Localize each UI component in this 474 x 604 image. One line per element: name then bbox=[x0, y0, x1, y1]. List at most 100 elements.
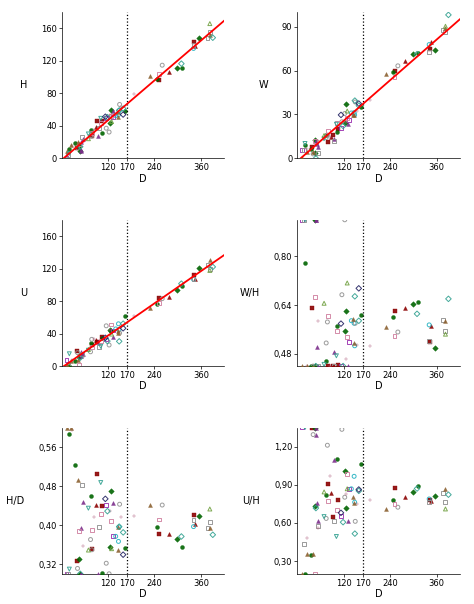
Point bbox=[320, 298, 328, 308]
Point bbox=[179, 542, 186, 551]
Point bbox=[382, 323, 390, 332]
Point bbox=[351, 497, 358, 507]
Point bbox=[307, 361, 315, 371]
Point bbox=[307, 144, 315, 154]
Point bbox=[106, 325, 114, 335]
Point bbox=[315, 316, 322, 326]
Point bbox=[109, 532, 117, 541]
Point bbox=[85, 134, 92, 144]
Point bbox=[115, 336, 123, 346]
Point bbox=[76, 147, 83, 156]
Point bbox=[442, 504, 449, 514]
Point bbox=[312, 503, 319, 513]
Point bbox=[74, 143, 82, 153]
Point bbox=[310, 361, 317, 371]
Point bbox=[350, 318, 358, 328]
Point bbox=[344, 106, 351, 116]
Point bbox=[92, 501, 100, 510]
Y-axis label: W/H: W/H bbox=[240, 288, 260, 298]
Point bbox=[343, 332, 350, 342]
Point bbox=[106, 506, 114, 516]
Point bbox=[119, 110, 127, 120]
Point bbox=[206, 31, 214, 40]
Point bbox=[114, 522, 122, 532]
Point bbox=[339, 361, 347, 371]
Point bbox=[115, 106, 123, 115]
Point bbox=[409, 299, 417, 309]
Point bbox=[391, 483, 399, 492]
Point bbox=[357, 102, 365, 112]
Point bbox=[74, 137, 82, 147]
Point bbox=[442, 23, 449, 33]
Point bbox=[106, 110, 114, 120]
Point bbox=[351, 97, 359, 107]
Point bbox=[326, 471, 333, 481]
Point bbox=[178, 532, 185, 541]
Point bbox=[337, 123, 345, 133]
Point bbox=[122, 543, 129, 553]
Point bbox=[77, 524, 85, 533]
Point bbox=[114, 326, 122, 335]
Point bbox=[324, 130, 331, 140]
Point bbox=[326, 361, 333, 371]
Point bbox=[425, 336, 433, 346]
Point bbox=[334, 124, 341, 133]
Point bbox=[112, 532, 119, 541]
Point bbox=[178, 279, 185, 289]
Point bbox=[333, 326, 341, 336]
Point bbox=[90, 512, 98, 521]
Point bbox=[76, 350, 83, 360]
Point bbox=[341, 118, 349, 127]
Point bbox=[366, 495, 374, 504]
Point bbox=[324, 479, 332, 489]
Point bbox=[322, 356, 330, 365]
Point bbox=[353, 340, 360, 350]
Point bbox=[89, 131, 96, 141]
Point bbox=[330, 136, 338, 146]
Point bbox=[333, 120, 340, 129]
Point bbox=[341, 109, 348, 118]
Point bbox=[442, 316, 449, 326]
Point bbox=[414, 48, 422, 57]
Point bbox=[394, 61, 401, 71]
Point bbox=[328, 488, 335, 498]
Point bbox=[309, 303, 316, 313]
Point bbox=[311, 292, 319, 301]
Point bbox=[330, 516, 338, 526]
Point bbox=[165, 292, 173, 302]
Point bbox=[73, 347, 81, 356]
Point bbox=[178, 59, 185, 68]
Point bbox=[391, 499, 398, 509]
Point bbox=[314, 516, 322, 525]
Point bbox=[77, 349, 85, 359]
Point bbox=[115, 319, 122, 329]
Point bbox=[77, 145, 85, 155]
Point bbox=[310, 430, 317, 440]
Point bbox=[87, 338, 94, 348]
Point bbox=[333, 532, 340, 541]
Point bbox=[413, 484, 421, 493]
Point bbox=[79, 481, 86, 490]
Point bbox=[75, 140, 83, 149]
Point bbox=[389, 312, 397, 322]
Point bbox=[333, 505, 341, 515]
Point bbox=[74, 348, 82, 358]
Point bbox=[299, 361, 306, 371]
Point bbox=[165, 529, 173, 539]
Point bbox=[330, 134, 337, 144]
Point bbox=[345, 516, 352, 525]
Point bbox=[298, 423, 306, 432]
Point bbox=[312, 137, 320, 147]
Point bbox=[94, 337, 102, 347]
Point bbox=[351, 96, 359, 106]
Point bbox=[312, 430, 320, 440]
Point bbox=[154, 522, 161, 532]
Point bbox=[84, 345, 92, 355]
Point bbox=[122, 311, 129, 321]
Point bbox=[131, 89, 138, 99]
Point bbox=[87, 347, 94, 356]
Point bbox=[445, 294, 452, 304]
Point bbox=[357, 460, 365, 469]
Point bbox=[98, 501, 106, 511]
Point bbox=[439, 25, 447, 34]
